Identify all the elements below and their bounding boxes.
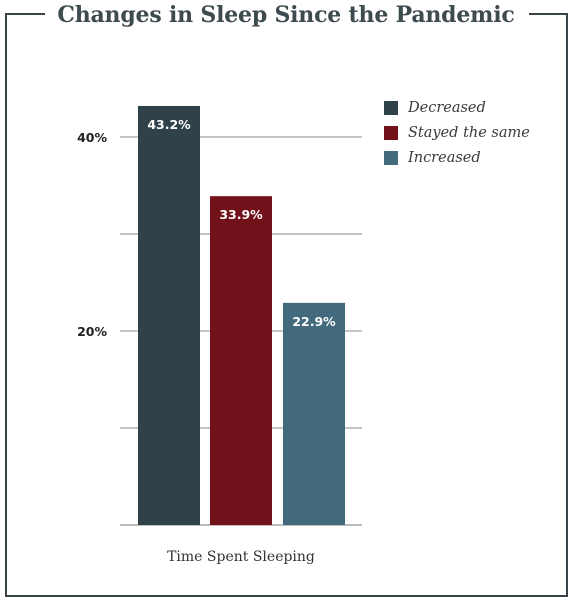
y-tick-label-20: 20% (77, 324, 107, 339)
frame-right-border (566, 13, 568, 596)
bar-stayed-the-same (210, 196, 272, 526)
legend-label-increased: Increased (408, 149, 481, 166)
legend-label-decreased: Decreased (408, 99, 486, 116)
legend-item-increased: Increased (384, 145, 530, 170)
frame-left-border (5, 13, 7, 596)
legend-swatch-increased (384, 150, 398, 165)
legend-swatch-stayed-the-same (384, 125, 398, 140)
legend-item-stayed-the-same: Stayed the same (384, 120, 530, 145)
x-axis-label: Time Spent Sleeping (167, 549, 315, 565)
frame-bottom-border (5, 595, 568, 597)
chart-title: Changes in Sleep Since the Pandemic (57, 2, 515, 28)
chart-legend: Decreased Stayed the same Increased (384, 95, 530, 170)
legend-swatch-decreased (384, 100, 398, 115)
data-label-decreased: 43.2% (147, 117, 191, 132)
legend-label-stayed-the-same: Stayed the same (408, 124, 530, 141)
bar-decreased (138, 105, 200, 526)
data-label-increased: 22.9% (292, 314, 336, 329)
bar-increased (283, 302, 345, 525)
legend-item-decreased: Decreased (384, 95, 530, 120)
frame-top-right-border (529, 13, 567, 15)
frame-top-left-border (5, 13, 45, 15)
data-label-stayed-the-same: 33.9% (219, 207, 263, 222)
y-tick-label-40: 40% (77, 130, 107, 145)
